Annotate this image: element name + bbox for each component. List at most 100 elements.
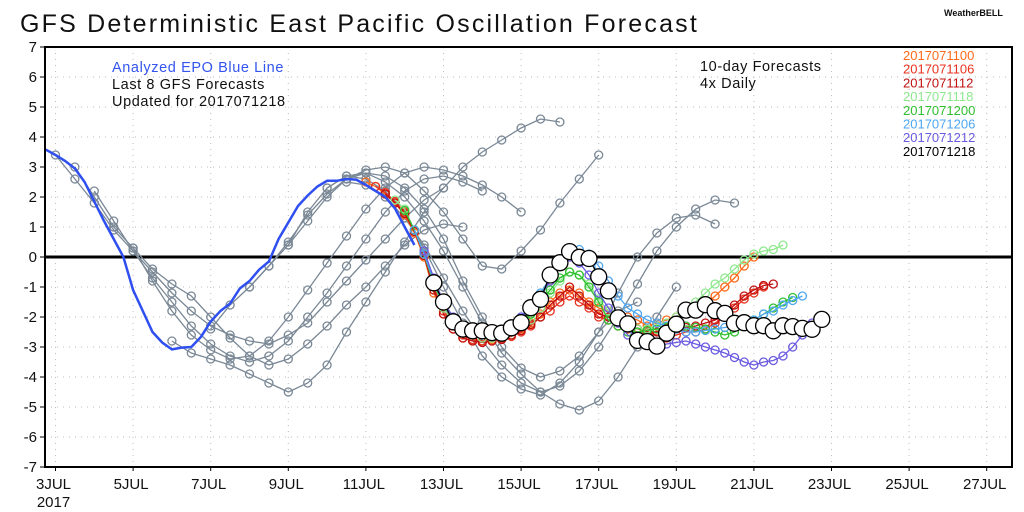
older-forecast-point: [128, 243, 138, 253]
older-forecast-point: [458, 222, 468, 232]
older-forecast-point: [283, 240, 293, 250]
older-forecast-point: [419, 216, 429, 226]
older-forecast-line: [171, 118, 560, 393]
series-layer: [45, 114, 1012, 415]
forecast-2017071218-point: [813, 310, 831, 329]
forecast-2017071118-point: [720, 273, 730, 283]
older-forecast-point: [497, 192, 507, 202]
older-forecast-point: [167, 297, 177, 307]
older-forecast-point: [632, 252, 643, 262]
older-forecast-point: [225, 351, 235, 361]
older-forecast-point: [458, 171, 468, 181]
older-forecast-point: [341, 327, 352, 337]
older-forecast-point: [400, 237, 410, 247]
forecast-2017071200-point: [788, 292, 798, 303]
older-forecast-point: [400, 183, 410, 193]
older-forecast-point: [283, 312, 293, 322]
older-forecast-point: [555, 117, 565, 127]
forecast-2017071206-point: [710, 324, 720, 334]
older-forecast-point: [264, 351, 274, 361]
legend-item: 2017071106: [903, 62, 974, 77]
forecast-2017071212-point: [720, 348, 730, 358]
forecast-2017071200-point: [778, 297, 788, 307]
older-forecast-point: [147, 264, 158, 274]
older-forecast-point: [458, 177, 468, 187]
forecast-2017071206-point: [419, 249, 429, 259]
y-tick-label: 4: [29, 129, 37, 146]
older-forecast-point: [322, 258, 332, 268]
older-forecast-line: [54, 154, 444, 345]
older-forecast-point: [244, 357, 255, 367]
x-tick-label: 7JUL: [191, 476, 226, 493]
older-forecast-point: [186, 291, 196, 301]
older-forecast-point: [691, 210, 701, 220]
forecast-2017071218-point: [512, 314, 530, 332]
older-forecast-point: [341, 261, 352, 271]
forecast-2017071118-point: [652, 321, 662, 331]
older-forecast-point: [322, 321, 332, 331]
forecast-2017071200-point: [574, 270, 584, 280]
older-forecast-point: [671, 222, 681, 232]
forecast-2017071100-point: [729, 273, 740, 283]
older-forecast-point: [341, 300, 352, 310]
older-forecast: [167, 114, 565, 397]
plot-frame: [44, 46, 1013, 468]
older-forecast-point: [186, 306, 196, 316]
older-forecast-point: [225, 354, 235, 364]
forecast-2017071218-point: [551, 254, 569, 272]
older-forecast-point: [322, 360, 332, 370]
older-forecast-point: [438, 207, 449, 217]
older-forecast-line: [93, 175, 483, 363]
forecast-2017071112-point: [555, 291, 565, 301]
older-forecast: [89, 171, 487, 367]
forecast-2017071212-point: [768, 355, 778, 366]
forecast-2017071112-point: [749, 285, 759, 295]
older-forecast-point: [167, 288, 177, 298]
forecast-2017071218-point: [590, 268, 608, 286]
legend-item: 2017071112: [903, 75, 973, 90]
older-forecast-point: [400, 168, 410, 178]
older-forecast-point: [322, 288, 332, 298]
forecast-2017071112-point: [535, 312, 546, 322]
older-forecast-point: [419, 186, 429, 196]
older-forecast-point: [322, 297, 332, 307]
x-tick-label: 23JUL: [808, 476, 851, 493]
older-forecast-point: [244, 369, 255, 379]
legend-item: 2017071118: [903, 89, 973, 104]
chart-title: GFS Deterministic East Pacific Oscillati…: [20, 10, 699, 38]
older-forecast-point: [186, 330, 196, 340]
older-forecast-point: [167, 279, 177, 289]
older-forecast-point: [186, 321, 196, 331]
x-tick-label: 21JUL: [730, 476, 773, 493]
forecast-2017071112-point: [729, 300, 740, 310]
forecast-2017071206-point: [652, 318, 662, 328]
older-forecast-point: [535, 225, 546, 235]
older-forecast-point: [438, 234, 449, 244]
y-tick-label: 2: [29, 189, 37, 206]
y-tick-label: -6: [24, 429, 37, 446]
older-forecast-line: [326, 175, 716, 396]
older-forecast-point: [380, 207, 390, 217]
older-forecast-point: [438, 171, 449, 181]
legend-item: 2017071100: [903, 48, 974, 63]
older-forecast-point: [419, 162, 429, 172]
older-forecast-point: [186, 348, 196, 358]
y-tick-label: -4: [24, 369, 37, 386]
legend: 2017071100201707110620170711122017071118…: [903, 48, 975, 159]
older-forecast-point: [380, 234, 390, 244]
x-year-label: 2017: [37, 494, 70, 511]
older-forecast-point: [303, 285, 313, 295]
forecast-2017071118-point: [710, 279, 720, 289]
older-forecast-point: [264, 336, 274, 346]
forecast-2017071112-point: [739, 291, 749, 301]
forecast-2017071206-point: [642, 315, 652, 325]
older-forecast-point: [244, 351, 255, 361]
forecast-2017071106-point: [545, 306, 555, 316]
older-forecast-point: [283, 336, 293, 346]
forecast-2017071218: [425, 242, 831, 355]
y-tick-label: -3: [24, 339, 37, 356]
older-forecast-point: [322, 183, 332, 193]
forecast-2017071206-point: [778, 300, 788, 310]
older-forecast-point: [400, 186, 410, 196]
y-axis: 7 6 5 4 3 2 1 0 -1 -2 -3 -4 -5 -6 -7: [24, 39, 45, 476]
